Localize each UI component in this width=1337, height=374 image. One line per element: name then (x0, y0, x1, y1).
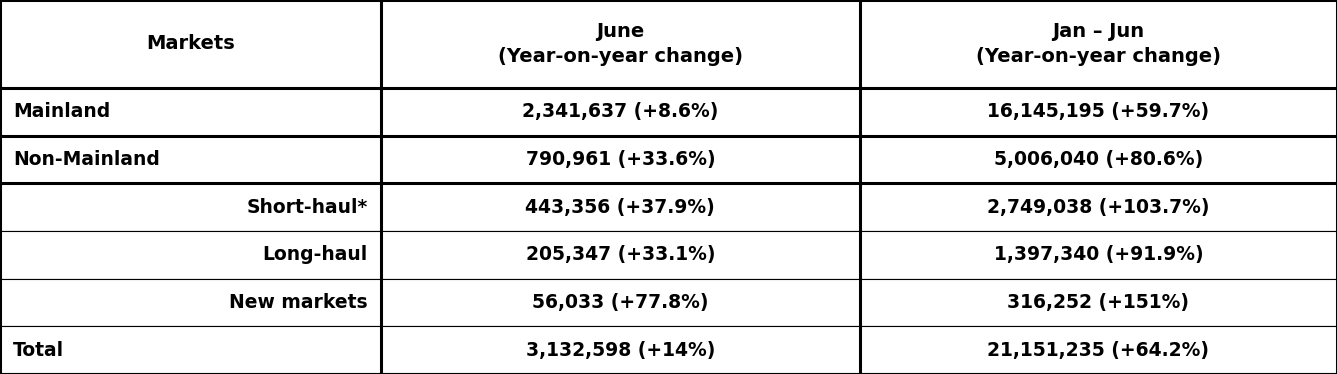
Text: Mainland: Mainland (13, 102, 111, 121)
Text: 5,006,040 (+80.6%): 5,006,040 (+80.6%) (993, 150, 1203, 169)
Text: 56,033 (+77.8%): 56,033 (+77.8%) (532, 293, 709, 312)
Bar (381, 326, 860, 374)
Bar (860, 136, 1337, 183)
Text: 3,132,598 (+14%): 3,132,598 (+14%) (525, 341, 715, 360)
Text: New markets: New markets (229, 293, 368, 312)
Bar (860, 279, 1337, 326)
Bar (381, 88, 860, 136)
Bar (860, 0, 1337, 88)
Text: Jan – Jun
(Year-on-year change): Jan – Jun (Year-on-year change) (976, 22, 1221, 66)
Bar (0, 88, 381, 136)
Text: 205,347 (+33.1%): 205,347 (+33.1%) (525, 245, 715, 264)
Bar (0, 279, 381, 326)
Text: Short-haul*: Short-haul* (246, 197, 368, 217)
Bar (381, 279, 860, 326)
Text: 21,151,235 (+64.2%): 21,151,235 (+64.2%) (987, 341, 1210, 360)
Text: 16,145,195 (+59.7%): 16,145,195 (+59.7%) (987, 102, 1210, 121)
Bar (0, 183, 381, 231)
Text: 2,749,038 (+103.7%): 2,749,038 (+103.7%) (987, 197, 1210, 217)
Bar (860, 326, 1337, 374)
Text: 2,341,637 (+8.6%): 2,341,637 (+8.6%) (523, 102, 718, 121)
Bar (0, 0, 381, 88)
Bar (860, 231, 1337, 279)
Bar (381, 0, 860, 88)
Bar (0, 231, 381, 279)
Bar (860, 88, 1337, 136)
Bar (860, 183, 1337, 231)
Text: June
(Year-on-year change): June (Year-on-year change) (497, 22, 743, 66)
Text: Total: Total (13, 341, 64, 360)
Bar (0, 326, 381, 374)
Text: Long-haul: Long-haul (262, 245, 368, 264)
Bar (381, 183, 860, 231)
Text: Markets: Markets (146, 34, 235, 53)
Text: 790,961 (+33.6%): 790,961 (+33.6%) (525, 150, 715, 169)
Text: 316,252 (+151%): 316,252 (+151%) (1007, 293, 1190, 312)
Text: Non-Mainland: Non-Mainland (13, 150, 160, 169)
Bar (0, 136, 381, 183)
Text: 1,397,340 (+91.9%): 1,397,340 (+91.9%) (993, 245, 1203, 264)
Bar (381, 231, 860, 279)
Text: 443,356 (+37.9%): 443,356 (+37.9%) (525, 197, 715, 217)
Bar (381, 136, 860, 183)
